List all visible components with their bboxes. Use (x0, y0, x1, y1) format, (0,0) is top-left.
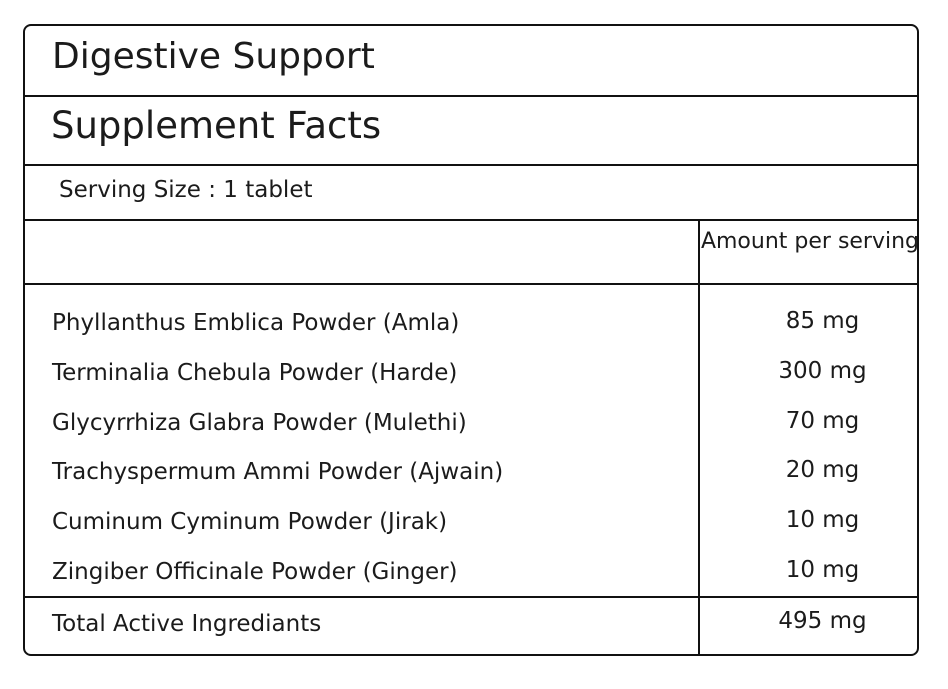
ingredient-name: Terminalia Chebula Powder (Harde) (52, 360, 458, 386)
ingredient-amount: 10 mg (785, 557, 860, 583)
divider (25, 164, 917, 166)
ingredient-name: Glycyrrhiza Glabra Powder (Mulethi) (52, 410, 467, 436)
serving-size: Serving Size : 1 tablet (59, 177, 313, 203)
product-name: Digestive Support (52, 36, 375, 77)
column-divider (698, 221, 700, 656)
ingredient-amount: 300 mg (778, 358, 867, 384)
divider (25, 219, 917, 221)
ingredient-name: Trachyspermum Ammi Powder (Ajwain) (52, 459, 504, 485)
total-label: Total Active Ingrediants (52, 611, 322, 637)
total-amount: 495 mg (778, 608, 867, 634)
divider (25, 596, 917, 598)
amount-column-header: Amount per serving (700, 229, 920, 254)
ingredient-name: Zingiber Officinale Powder (Ginger) (52, 559, 458, 585)
ingredient-amount: 70 mg (785, 408, 860, 434)
ingredient-amount: 10 mg (785, 507, 860, 533)
divider (25, 95, 917, 97)
ingredient-amount: 85 mg (785, 308, 860, 334)
panel-title: Supplement Facts (51, 104, 382, 147)
ingredient-name: Phyllanthus Emblica Powder (Amla) (52, 310, 460, 336)
supplement-facts-panel: Digestive Support Supplement Facts Servi… (23, 24, 919, 656)
divider (25, 283, 917, 285)
ingredient-name: Cuminum Cyminum Powder (Jirak) (52, 509, 448, 535)
ingredient-amount: 20 mg (785, 457, 860, 483)
